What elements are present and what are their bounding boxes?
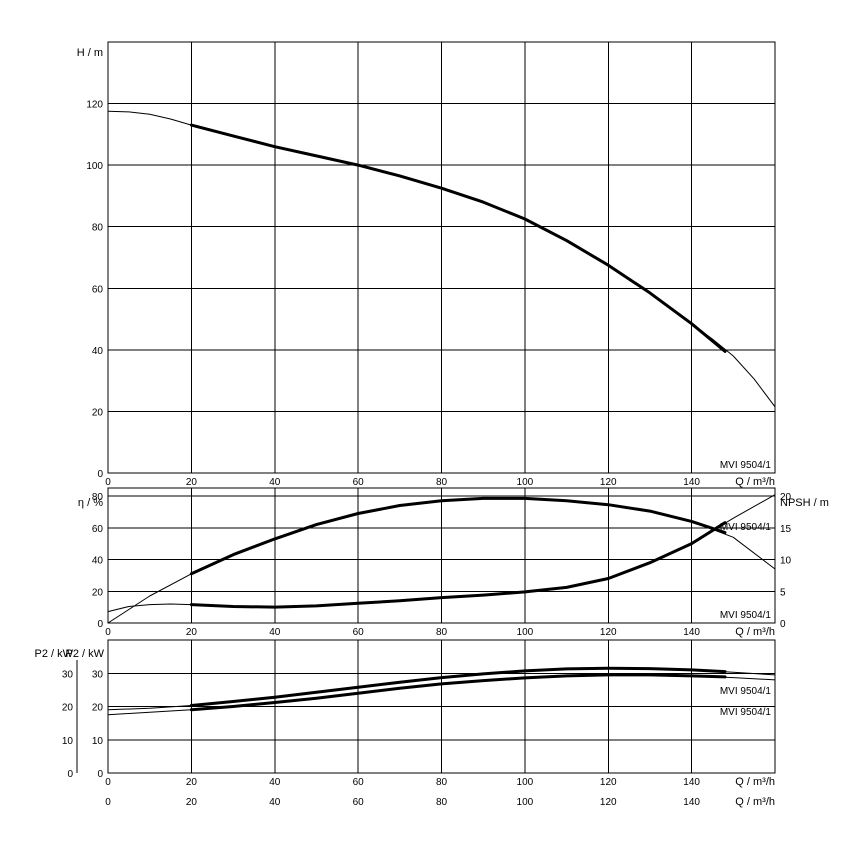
y-tick-label: 120 [86, 100, 103, 111]
x-tick-label: 80 [436, 477, 448, 488]
bottom-x-tick-label: 140 [683, 797, 700, 808]
x-tick-label: 60 [353, 777, 365, 788]
efficiency-npsh-chart-panel: 0 20 40 60 80 0 5 10 15 20 0 20 40 60 80 100 120 140 η / %… [78, 487, 829, 638]
head-curve-bold [189, 123, 727, 353]
efficiency-series-label: MVI 9504/1 [720, 522, 772, 533]
x-tick-label: 100 [517, 627, 534, 638]
left-y-tick-label: 80 [92, 492, 104, 503]
y-tick-label: 80 [92, 223, 104, 234]
bottom-x-tick-label: 80 [436, 797, 448, 808]
y-axis-label: H / m [77, 47, 103, 59]
right-y-tick-label: 20 [780, 492, 792, 503]
bottom-x-tick-label: 20 [186, 797, 198, 808]
bottom-x-tick-label: 60 [353, 797, 365, 808]
p2-lower-series-label: MVI 9504/1 [720, 707, 772, 718]
x-tick-label: 80 [436, 777, 448, 788]
outer-y-tick-label: 20 [62, 703, 74, 714]
x-tick-label: 20 [186, 477, 198, 488]
x-tick-label: 40 [269, 627, 281, 638]
x-tick-label: 0 [105, 627, 111, 638]
x-tick-label: 140 [683, 627, 700, 638]
series-label: MVI 9504/1 [720, 460, 772, 471]
y-tick-label: 20 [92, 407, 104, 418]
y-tick-label: 60 [92, 284, 104, 295]
inner-y-tick-label: 20 [92, 703, 104, 714]
x-tick-label: 40 [269, 477, 281, 488]
y-tick-label: 100 [86, 161, 103, 172]
y-tick-label: 0 [97, 469, 103, 480]
x-tick-label: 60 [353, 477, 365, 488]
x-tick-label: 20 [186, 627, 198, 638]
x-tick-label: 40 [269, 777, 281, 788]
npsh-curve-bold [189, 521, 727, 609]
outer-y-tick-label: 30 [62, 669, 74, 680]
bottom-x-tick-label: 120 [600, 797, 617, 808]
y-tick-label: 40 [92, 346, 104, 357]
bottom-x-tick-label: 100 [517, 797, 534, 808]
left-y-tick-label: 20 [92, 587, 104, 598]
x-tick-label: 60 [353, 627, 365, 638]
right-y-tick-label: 10 [780, 556, 792, 567]
outer-y-tick-label: 10 [62, 736, 74, 747]
outer-y-axis-label: P2 / kW [34, 648, 73, 660]
x-tick-label: 140 [683, 477, 700, 488]
left-y-axis-label: η / % [78, 497, 103, 509]
x-tick-label: 120 [600, 627, 617, 638]
bottom-x-tick-label: 40 [269, 797, 281, 808]
x-tick-label: 80 [436, 627, 448, 638]
inner-y-tick-label: 30 [92, 669, 104, 680]
right-y-tick-label: 5 [780, 587, 786, 598]
bottom-x-tick-label: 0 [105, 797, 111, 808]
x-tick-label: 120 [600, 477, 617, 488]
efficiency-curve-bold [189, 496, 727, 576]
x-axis-label: Q / m³/h [735, 626, 775, 638]
p2-upper-series-label: MVI 9504/1 [720, 686, 772, 697]
bottom-x-axis-label: Q / m³/h [735, 796, 775, 808]
head-chart-panel: 0 20 40 60 80 100 120 0 20 40 60 80 100 120 140 H / m Q … [77, 41, 776, 488]
x-axis-label: Q / m³/h [735, 776, 775, 788]
inner-y-tick-label: 0 [97, 769, 103, 780]
outer-y-tick-label: 0 [67, 769, 73, 780]
inner-y-tick-label: 10 [92, 736, 104, 747]
right-y-tick-label: 0 [780, 619, 786, 630]
x-tick-label: 100 [517, 777, 534, 788]
x-tick-label: 0 [105, 777, 111, 788]
x-tick-label: 0 [105, 477, 111, 488]
x-tick-label: 20 [186, 777, 198, 788]
npsh-series-label: MVI 9504/1 [720, 610, 772, 621]
x-tick-label: 120 [600, 777, 617, 788]
inner-y-axis-label: P2 / kW [65, 648, 104, 660]
p2-upper-curve-bold [189, 666, 727, 707]
x-axis-label: Q / m³/h [735, 476, 775, 488]
x-tick-label: 140 [683, 777, 700, 788]
left-y-tick-label: 60 [92, 524, 104, 535]
right-y-axis-label: NPSH / m [780, 497, 829, 509]
x-tick-label: 100 [517, 477, 534, 488]
p2-lower-curve-bold [189, 673, 727, 712]
right-y-tick-label: 15 [780, 524, 792, 535]
left-y-tick-label: 40 [92, 556, 104, 567]
left-y-tick-label: 0 [97, 619, 103, 630]
